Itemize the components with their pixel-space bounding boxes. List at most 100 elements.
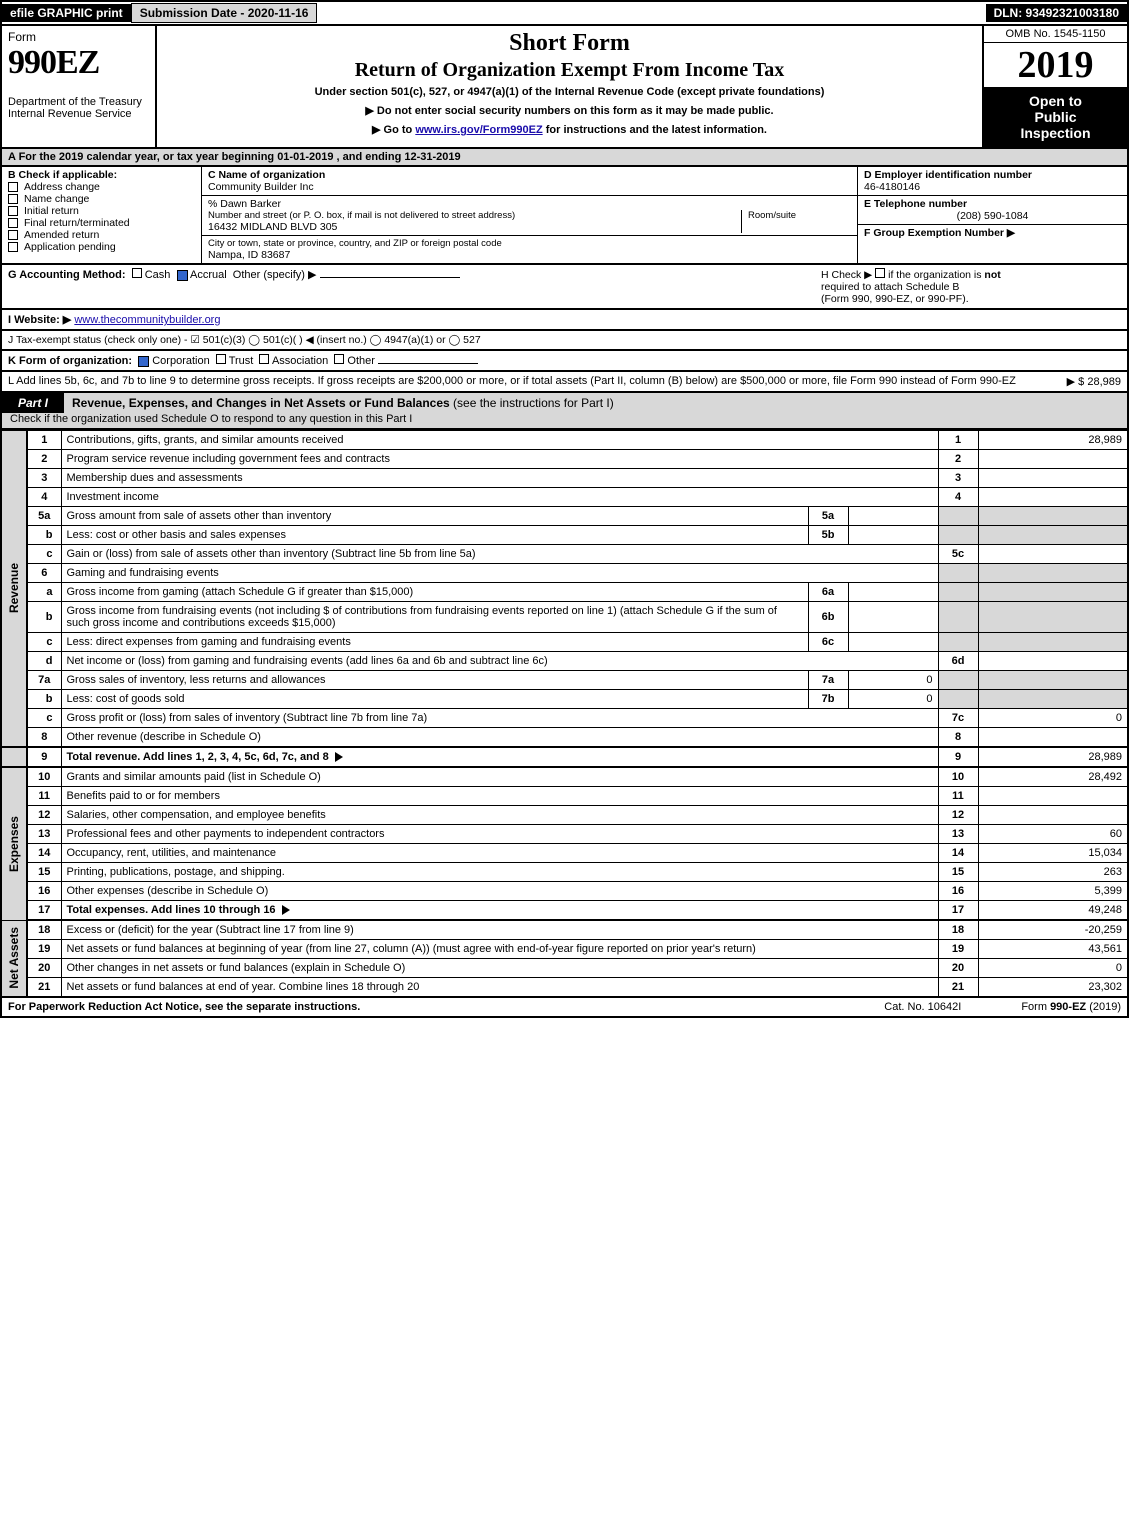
line-3-value	[978, 469, 1128, 488]
line-19-desc: Net assets or fund balances at beginning…	[67, 943, 756, 955]
checkbox-accrual[interactable]	[177, 270, 188, 281]
part-1-table: Revenue 1 Contributions, gifts, grants, …	[0, 430, 1129, 998]
form-org-label: K Form of organization:	[8, 355, 132, 367]
checkbox-other-org[interactable]	[334, 354, 344, 364]
side-label-expenses: Expenses	[7, 816, 21, 872]
line-7c-value: 0	[978, 709, 1128, 728]
checkbox-association[interactable]	[259, 354, 269, 364]
city-label: City or town, state or province, country…	[208, 238, 851, 249]
row-a-tax-year: A For the 2019 calendar year, or tax yea…	[0, 149, 1129, 167]
line-10-desc: Grants and similar amounts paid (list in…	[67, 771, 321, 783]
line-19-value: 43,561	[978, 940, 1128, 959]
group-exemption-label: F Group Exemption Number ▶	[864, 227, 1121, 239]
line-5c-value	[978, 545, 1128, 564]
line-14-desc: Occupancy, rent, utilities, and maintena…	[67, 847, 277, 859]
line-6a-value	[848, 583, 938, 602]
identity-block: B Check if applicable: Address change Na…	[0, 167, 1129, 265]
ein-label: D Employer identification number	[864, 169, 1121, 181]
line-4-desc: Investment income	[67, 491, 159, 503]
ein-value: 46-4180146	[864, 181, 1121, 193]
line-7c-desc: Gross profit or (loss) from sales of inv…	[67, 712, 428, 724]
line-6d-desc: Net income or (loss) from gaming and fun…	[67, 655, 548, 667]
row-i-website: I Website: ▶ www.thecommunitybuilder.org	[0, 310, 1129, 331]
tax-year: 2019	[984, 43, 1127, 87]
line-6a-desc: Gross income from gaming (attach Schedul…	[67, 586, 414, 598]
line-14-value: 15,034	[978, 844, 1128, 863]
line-7a-value: 0	[848, 671, 938, 690]
line-12-value	[978, 806, 1128, 825]
accounting-method-label: G Accounting Method:	[8, 269, 126, 281]
line-2-value	[978, 450, 1128, 469]
side-label-revenue: Revenue	[7, 563, 21, 613]
line-3-desc: Membership dues and assessments	[67, 472, 243, 484]
addr-label: Number and street (or P. O. box, if mail…	[208, 210, 741, 221]
care-of: % Dawn Barker	[208, 198, 851, 210]
dln-label: DLN: 93492321003180	[986, 4, 1127, 22]
part-1-tab: Part I	[2, 393, 64, 413]
checkbox-trust[interactable]	[216, 354, 226, 364]
arrow-icon	[335, 752, 343, 762]
open-public-inspection: Open to Public Inspection	[984, 87, 1127, 147]
checkbox-schedule-b[interactable]	[875, 268, 885, 278]
short-form-title: Short Form	[165, 30, 974, 57]
line-15-desc: Printing, publications, postage, and shi…	[67, 866, 285, 878]
form-header: Form 990EZ Department of the Treasury In…	[0, 26, 1129, 149]
website-link[interactable]: www.thecommunitybuilder.org	[74, 314, 220, 326]
footer: For Paperwork Reduction Act Notice, see …	[0, 998, 1129, 1018]
omb-number: OMB No. 1545-1150	[984, 26, 1127, 43]
line-9-value: 28,989	[978, 747, 1128, 767]
room-suite-label: Room/suite	[741, 210, 851, 233]
col-c-org: C Name of organization Community Builder…	[202, 167, 857, 263]
col-d-e-f: D Employer identification number 46-4180…	[857, 167, 1127, 263]
part-1-header: Part I Revenue, Expenses, and Changes in…	[0, 393, 1129, 430]
checkbox-name-change[interactable]	[8, 194, 18, 204]
arrow-icon	[282, 905, 290, 915]
line-17-desc: Total expenses. Add lines 10 through 16	[67, 904, 276, 916]
line-11-value	[978, 787, 1128, 806]
part-1-check-text: Check if the organization used Schedule …	[2, 413, 1121, 428]
checkbox-cash[interactable]	[132, 268, 142, 278]
checkbox-amended-return[interactable]	[8, 230, 18, 240]
line-18-value: -20,259	[978, 920, 1128, 940]
checkbox-application-pending[interactable]	[8, 242, 18, 252]
line-6b-desc: Gross income from fundraising events (no…	[67, 605, 777, 629]
other-specify: Other (specify) ▶	[233, 269, 317, 281]
line-6b-value	[848, 602, 938, 633]
line-17-value: 49,248	[978, 901, 1128, 921]
line-1-desc: Contributions, gifts, grants, and simila…	[67, 434, 344, 446]
line-16-desc: Other expenses (describe in Schedule O)	[67, 885, 269, 897]
line-21-value: 23,302	[978, 978, 1128, 998]
website-label: I Website: ▶	[8, 314, 71, 326]
line-1-value: 28,989	[978, 431, 1128, 450]
line-8-desc: Other revenue (describe in Schedule O)	[67, 731, 261, 743]
line-12-desc: Salaries, other compensation, and employ…	[67, 809, 326, 821]
row-l-amount: ▶ $ 28,989	[1059, 375, 1121, 388]
c-label: C Name of organization	[208, 169, 851, 181]
row-k-form-org: K Form of organization: Corporation Trus…	[0, 351, 1129, 372]
line-5a-desc: Gross amount from sale of assets other t…	[67, 510, 332, 522]
line-5b-desc: Less: cost or other basis and sales expe…	[67, 529, 287, 541]
checkbox-corporation[interactable]	[138, 356, 149, 367]
paperwork-notice: For Paperwork Reduction Act Notice, see …	[8, 1001, 360, 1013]
h-check-label: H Check ▶	[821, 269, 872, 281]
line-9-desc: Total revenue. Add lines 1, 2, 3, 4, 5c,…	[67, 751, 329, 763]
goto-line: ▶ Go to www.irs.gov/Form990EZ for instru…	[165, 123, 974, 136]
line-18-desc: Excess or (deficit) for the year (Subtra…	[67, 924, 354, 936]
row-l-gross-receipts: L Add lines 5b, 6c, and 7b to line 9 to …	[0, 372, 1129, 393]
line-6-desc: Gaming and fundraising events	[67, 567, 219, 579]
phone-value: (208) 590-1084	[864, 210, 1121, 222]
col-b-title: B Check if applicable:	[8, 169, 195, 181]
col-b-checks: B Check if applicable: Address change Na…	[2, 167, 202, 263]
line-7b-desc: Less: cost of goods sold	[67, 693, 185, 705]
efile-label: efile GRAPHIC print	[2, 4, 131, 22]
checkbox-address-change[interactable]	[8, 182, 18, 192]
line-2-desc: Program service revenue including govern…	[67, 453, 390, 465]
checkbox-final-return[interactable]	[8, 218, 18, 228]
line-7b-value: 0	[848, 690, 938, 709]
checkbox-initial-return[interactable]	[8, 206, 18, 216]
row-j-tax-exempt: J Tax-exempt status (check only one) - ☑…	[0, 331, 1129, 351]
line-13-value: 60	[978, 825, 1128, 844]
irs-link[interactable]: www.irs.gov/Form990EZ	[415, 124, 542, 136]
line-8-value	[978, 728, 1128, 748]
line-5c-desc: Gain or (loss) from sale of assets other…	[67, 548, 476, 560]
